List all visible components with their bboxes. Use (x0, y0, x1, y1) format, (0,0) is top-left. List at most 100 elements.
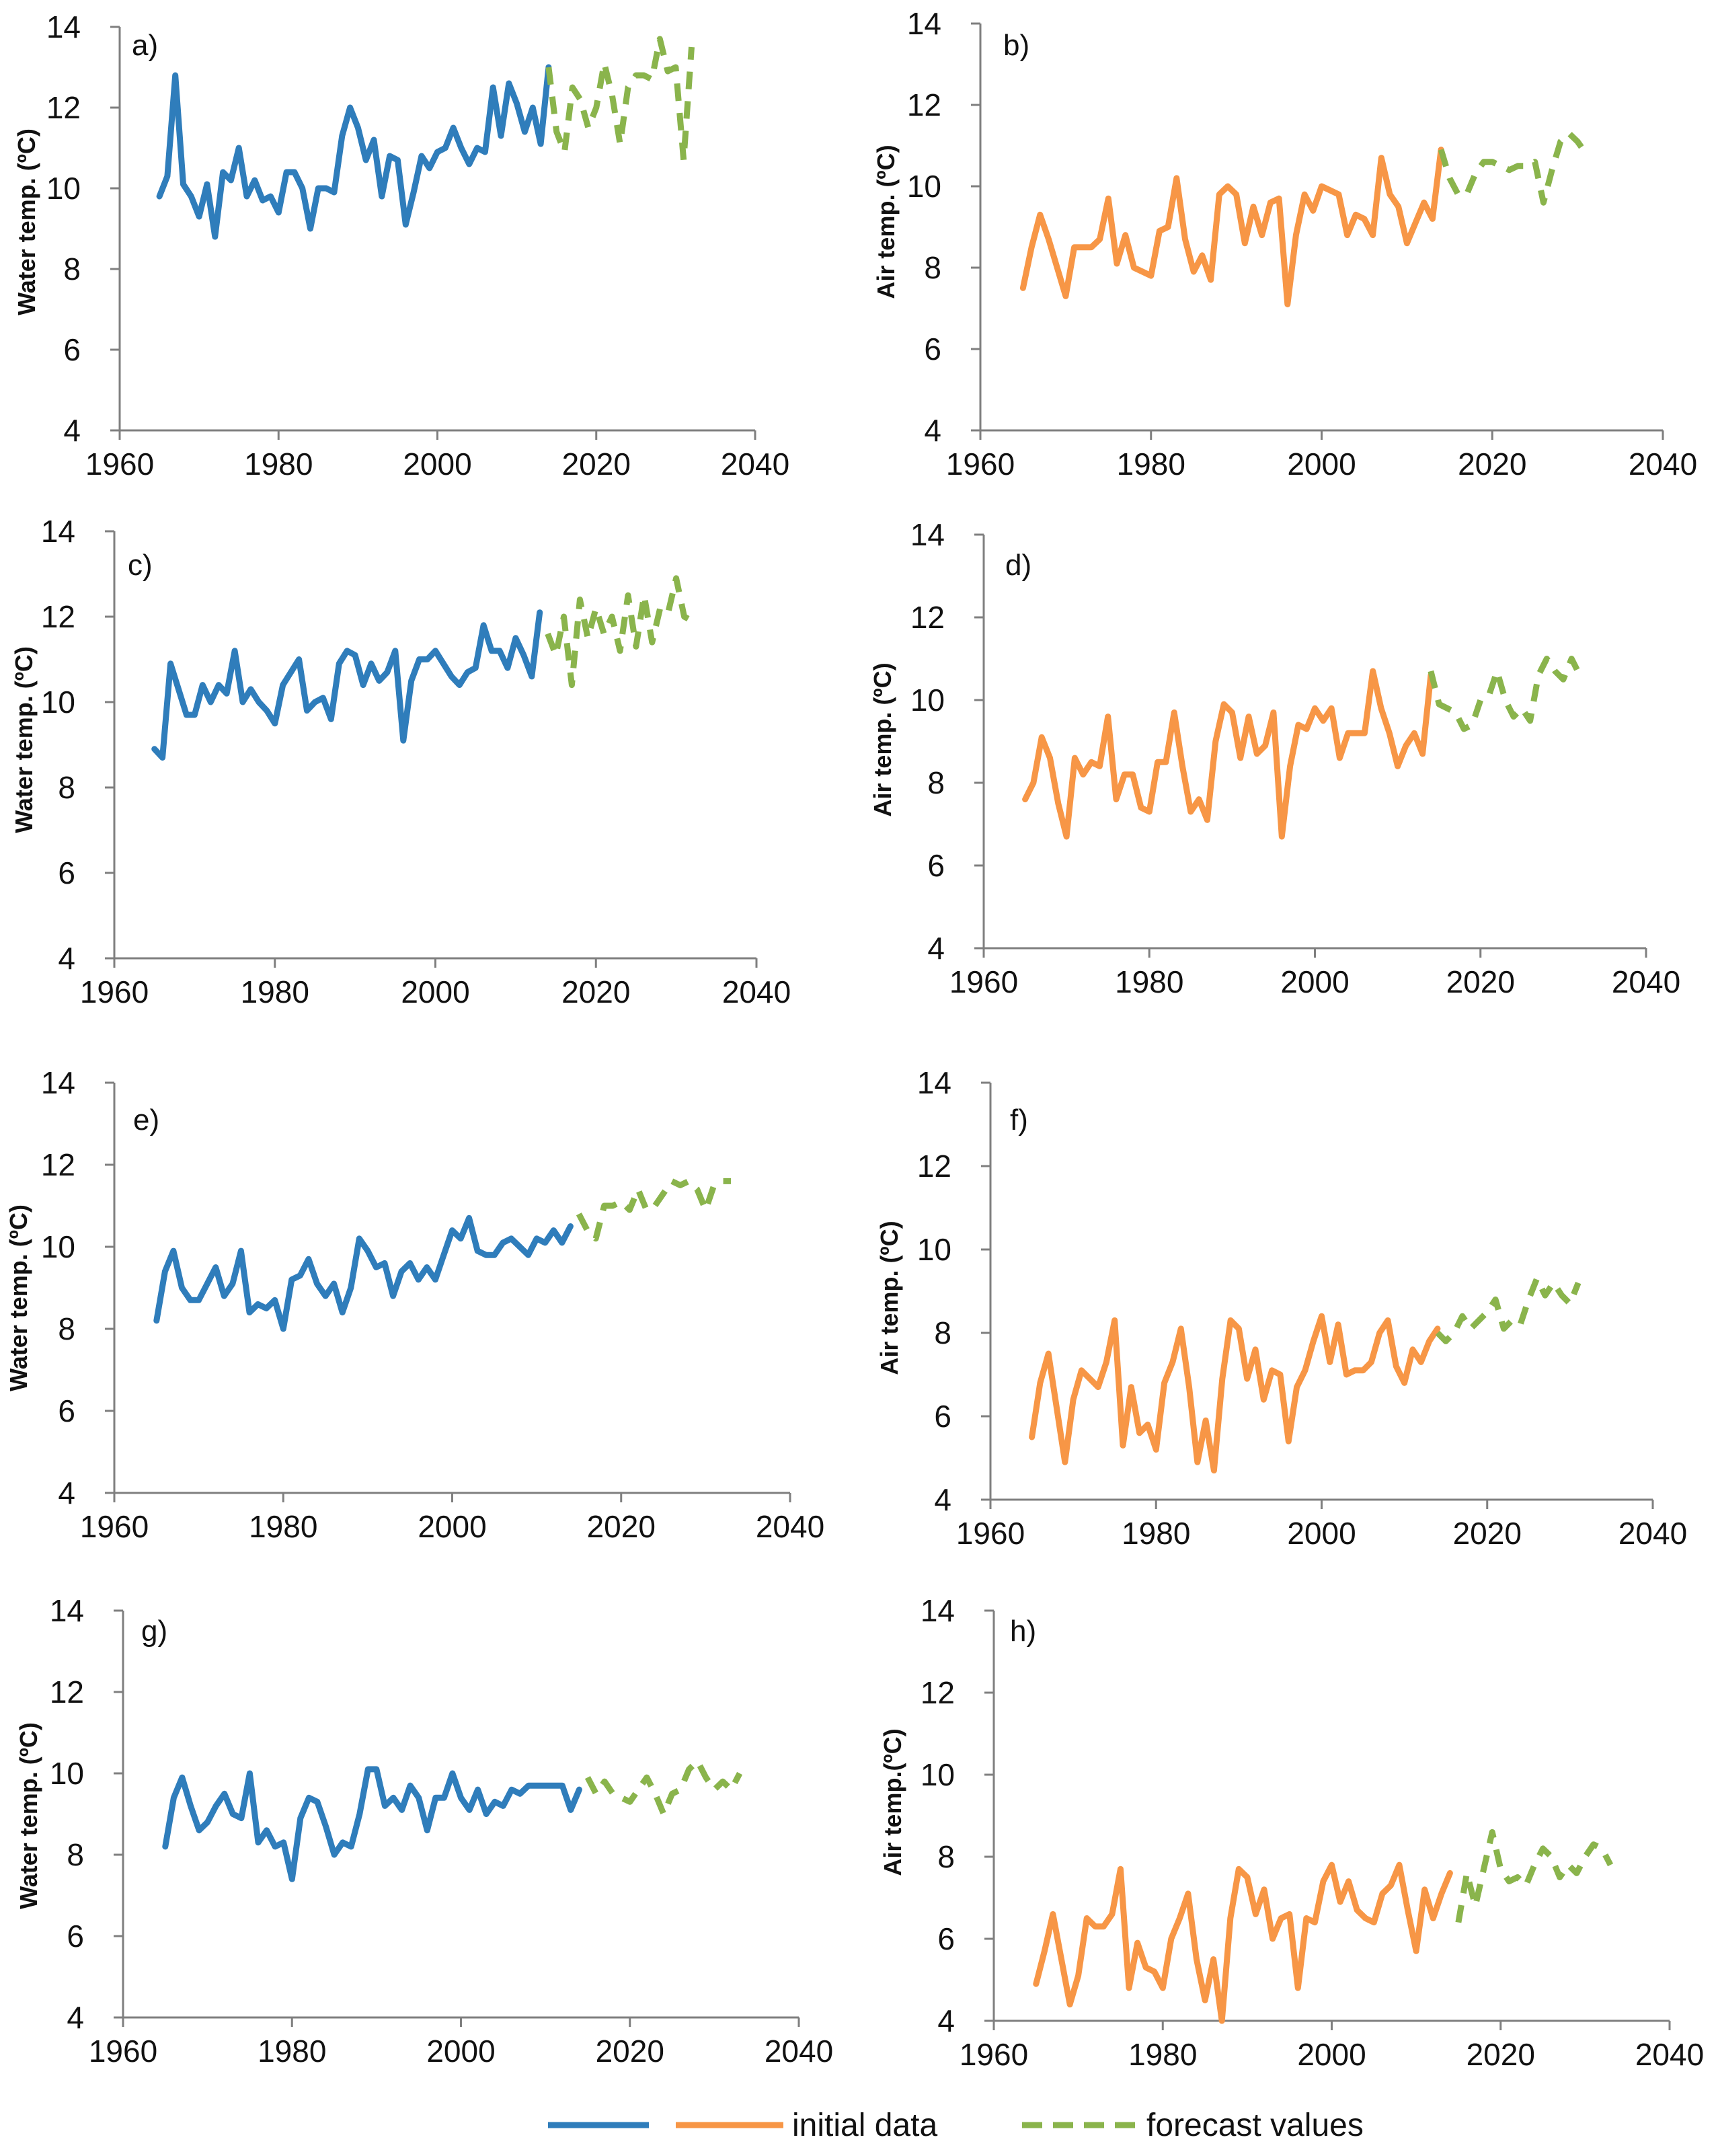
y-tick-label: 6 (924, 332, 941, 367)
water-series-line (156, 64, 552, 240)
y-tick-label: 8 (58, 770, 75, 805)
y-axis-label: Water temp. (ºC) (5, 1204, 32, 1391)
y-tick-label: 4 (67, 2000, 84, 2035)
panel-label: d) (1005, 549, 1031, 582)
panel-c: Water temp. (ºC) c) (10, 549, 153, 833)
x-tick-label: 1980 (1128, 2037, 1197, 2072)
y-axis-label: Water temp. (ºC) (13, 128, 40, 315)
x-tick-label: 2000 (401, 974, 469, 1009)
y-axis-label: Water temp. (ºC) (10, 646, 38, 833)
y-tick-label: 6 (937, 1921, 955, 1956)
y-tick-label: 8 (934, 1315, 951, 1350)
legend-initial-label: initial data (792, 2108, 937, 2143)
y-tick-label: 14 (910, 517, 945, 552)
chart-b: 4 6 8 10 12 14 1960 1980 2000 2020 2040 (907, 6, 1697, 482)
air-series-line (1019, 147, 1444, 307)
forecast-series-line (545, 36, 695, 163)
chart-h: 4 6 8 10 12 14 1960 1980 2000 2020 2040 (921, 1593, 1704, 2072)
y-tick-label: 10 (46, 171, 81, 206)
x-tick-label: 2040 (756, 1509, 824, 1544)
x-tick-label: 2040 (1635, 2037, 1704, 2072)
y-tick-label: 10 (910, 683, 945, 718)
air-series-line (1033, 1861, 1453, 2024)
y-tick-label: 12 (910, 600, 945, 635)
y-tick-label: 10 (41, 685, 75, 720)
chart-a: 4 6 8 10 12 14 1960 1980 2000 2020 2040 (46, 9, 789, 482)
x-tick-label: 1980 (1115, 964, 1183, 999)
y-tick-label: 14 (907, 6, 941, 41)
x-tick-label: 1960 (956, 1516, 1025, 1551)
y-tick-label: 12 (907, 87, 941, 122)
legend-forecast-label: forecast values (1146, 2108, 1364, 2143)
panel-label: a) (132, 29, 158, 62)
y-tick-label: 6 (58, 1393, 75, 1428)
x-tick-label: 2000 (403, 447, 471, 482)
air-series-line (1022, 668, 1434, 840)
y-tick-label: 4 (937, 2003, 955, 2038)
y-tick-label: 4 (58, 941, 75, 976)
forecast-series-line (576, 1178, 732, 1242)
y-tick-label: 10 (921, 1757, 955, 1792)
x-tick-label: 1980 (244, 447, 313, 482)
x-tick-label: 2000 (1280, 964, 1349, 999)
y-tick-label: 8 (67, 1837, 84, 1872)
x-tick-label: 2020 (1467, 2037, 1535, 2072)
x-tick-label: 2040 (721, 447, 789, 482)
forecast-series-line (1428, 656, 1583, 732)
y-tick-label: 14 (917, 1065, 951, 1100)
x-tick-label: 1960 (949, 964, 1018, 999)
water-series-line (162, 1766, 582, 1882)
y-tick-label: 12 (41, 599, 75, 634)
panel-d: Air temp. (ºC) d) (869, 549, 1031, 817)
panel-label: c) (128, 549, 153, 582)
panel-h: Air temp.(ºC) h) (879, 1615, 1036, 1876)
panel-a: Water temp. (ºC) a) (13, 29, 158, 315)
y-tick-label: 8 (927, 765, 945, 800)
x-tick-label: 2020 (562, 447, 631, 482)
y-tick-label: 4 (58, 1475, 75, 1510)
y-tick-label: 4 (934, 1482, 951, 1517)
y-tick-label: 12 (41, 1147, 75, 1182)
x-tick-label: 1960 (946, 447, 1015, 482)
x-tick-label: 1980 (258, 2034, 326, 2069)
panel-label: h) (1010, 1615, 1036, 1648)
panel-label: f) (1010, 1104, 1028, 1137)
legend: initial data forecast values (548, 2108, 1364, 2143)
panel-b: Air temp. (ºC) b) (872, 29, 1029, 299)
forecast-series-line (1455, 1828, 1614, 1923)
chart-e: 4 6 8 10 12 14 1960 1980 2000 2020 2040 (41, 1065, 824, 1544)
x-tick-label: 1980 (249, 1509, 317, 1544)
water-series-line (153, 1215, 574, 1332)
y-tick-label: 6 (67, 1919, 84, 1954)
x-tick-label: 2020 (561, 974, 630, 1009)
y-tick-label: 14 (50, 1593, 84, 1628)
y-tick-label: 8 (58, 1311, 75, 1346)
y-tick-label: 8 (937, 1839, 955, 1874)
x-tick-label: 1980 (1122, 1516, 1190, 1551)
y-tick-label: 6 (58, 855, 75, 890)
y-tick-label: 10 (41, 1229, 75, 1264)
y-tick-label: 4 (63, 413, 81, 448)
x-tick-label: 2020 (1453, 1516, 1522, 1551)
forecast-series-line (545, 575, 694, 689)
chart-d: 4 6 8 10 12 14 1960 1980 2000 2020 2040 (910, 517, 1680, 999)
x-tick-label: 2040 (1612, 964, 1680, 999)
y-tick-label: 4 (927, 931, 945, 966)
air-series-line (1029, 1313, 1441, 1474)
forecast-series-line (1438, 130, 1589, 206)
y-tick-label: 10 (917, 1232, 951, 1267)
y-tick-label: 14 (46, 9, 81, 44)
x-tick-label: 1960 (80, 1509, 149, 1544)
forecast-series-line (1435, 1275, 1582, 1344)
y-axis-label: Air temp. (ºC) (875, 1221, 903, 1375)
panel-f: Air temp. (ºC) f) (875, 1104, 1028, 1375)
x-tick-label: 2040 (1618, 1516, 1687, 1551)
y-tick-label: 6 (927, 848, 945, 883)
y-tick-label: 4 (924, 413, 941, 448)
x-tick-label: 1960 (89, 2034, 157, 2069)
x-tick-label: 1980 (241, 974, 309, 1009)
x-tick-label: 2020 (1458, 447, 1526, 482)
x-tick-label: 1980 (1117, 447, 1185, 482)
panel-e: Water temp. (ºC) e) (5, 1104, 159, 1391)
